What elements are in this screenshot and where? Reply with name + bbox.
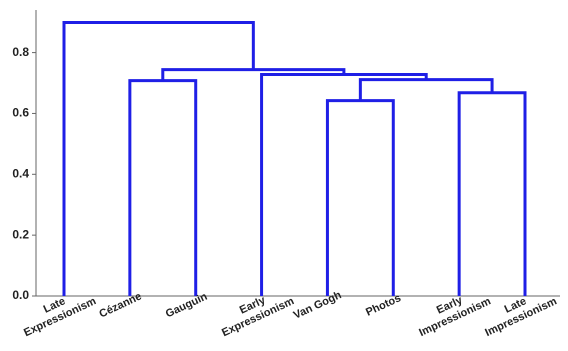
merge-link [62,20,255,296]
y-tick-label: 0.6 [12,106,29,120]
merge-link [358,78,494,101]
merge-link [128,79,198,296]
merge-link [260,73,428,296]
y-tick-label: 0.8 [12,45,29,59]
merge-link [457,91,527,296]
y-tick-label: 0.2 [12,227,29,241]
y-tick-label: 0.4 [12,166,29,180]
merge-link [325,99,395,296]
y-tick-label: 0.0 [12,288,29,302]
